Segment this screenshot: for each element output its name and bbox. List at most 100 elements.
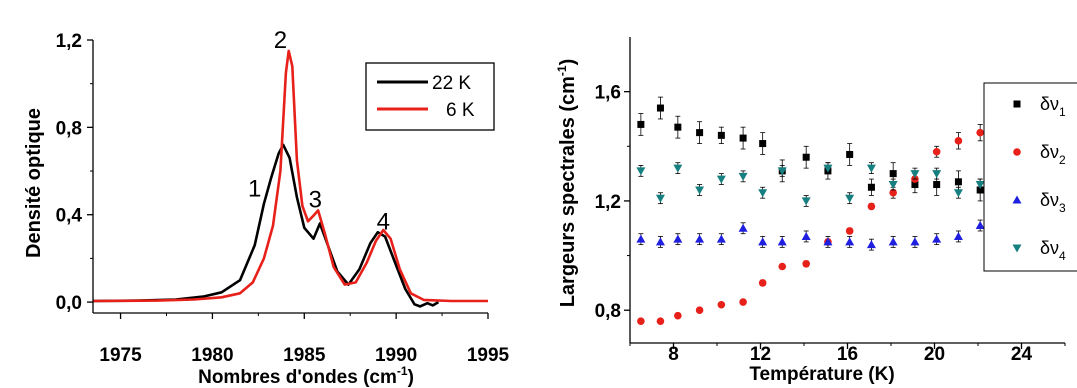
spectrum-x-tick-label: 1985 [283, 345, 326, 366]
data-point-dnu2 [889, 188, 897, 197]
data-point-dnu4 [758, 189, 768, 198]
peak-label-1: 1 [248, 176, 261, 203]
data-point-dnu4 [866, 164, 876, 173]
data-point-dnu2 [637, 317, 645, 325]
legend-label-dnu2: δν2 [1040, 142, 1066, 167]
data-point-dnu2 [695, 306, 704, 315]
data-point-dnu4 [823, 164, 833, 173]
spectrum-x-tick-label: 1995 [467, 345, 510, 366]
spectrum-chart: 1975 1980 1985 1990 1995 0,0 0,4 0,8 1,2 22 K 6 … [23, 27, 510, 388]
data-point-dnu1 [674, 123, 682, 131]
peak-label-3: 3 [309, 186, 322, 213]
data-point-dnu2 [739, 298, 747, 306]
data-point-dnu3 [910, 237, 920, 246]
linewidth-y-axis-label: Largeurs spectrales (cm-1) [555, 59, 579, 308]
data-point-dnu3 [716, 234, 726, 243]
legend-label-subscript: 3 [1059, 201, 1066, 215]
data-point-dnu2 [867, 202, 876, 211]
legend-marker-dnu1 [1013, 100, 1021, 108]
data-point-dnu4 [716, 175, 726, 184]
series-dnu3 [636, 219, 985, 251]
data-point-dnu2 [656, 317, 665, 325]
legend-label-symbol: δν [1040, 94, 1059, 114]
spectrum-legend: 22 K 6 K [365, 62, 495, 131]
series-dnu4 [636, 162, 985, 207]
spectrum-x-tick-label: 1990 [375, 345, 417, 366]
data-point-dnu1 [846, 150, 854, 158]
spectrum-line-6k [92, 49, 488, 303]
linewidth-y-tick-label: 1,2 [595, 192, 621, 213]
data-point-dnu4 [801, 197, 811, 206]
data-point-dnu4 [845, 194, 855, 203]
data-point-dnu2 [954, 137, 963, 145]
data-point-dnu3 [953, 231, 963, 240]
data-point-dnu2 [778, 262, 787, 271]
data-point-dnu2 [802, 259, 810, 268]
legend-marker-dnu3 [1012, 195, 1022, 204]
data-point-dnu1 [889, 170, 897, 178]
spectrum-x-axis-label: Nombres d'ondes (cm-1) [198, 364, 414, 388]
data-point-dnu2 [758, 279, 767, 287]
data-point-dnu3 [888, 237, 898, 246]
data-point-dnu3 [845, 237, 855, 246]
data-point-dnu4 [888, 181, 898, 190]
data-point-dnu1 [637, 120, 645, 128]
legend-box [983, 82, 1077, 272]
legend-label-symbol: δν [1040, 238, 1059, 258]
data-point-dnu4 [932, 170, 942, 179]
legend-label-subscript: 2 [1059, 153, 1066, 167]
series-dnu1 [637, 96, 984, 202]
data-point-dnu2 [845, 227, 854, 235]
spectrum-y-axis-label: Densité optique [23, 108, 45, 258]
legend-label-dnu4: δν4 [1040, 238, 1066, 263]
data-point-dnu3 [975, 221, 985, 230]
spectrum-y-tick-label: 1,2 [56, 31, 82, 52]
legend-label-dnu1: δν1 [1040, 94, 1066, 119]
data-point-dnu3 [636, 234, 646, 243]
data-point-dnu2 [976, 128, 984, 137]
data-point-dnu4 [673, 164, 683, 173]
data-point-dnu1 [954, 178, 962, 186]
data-point-dnu4 [636, 167, 646, 176]
data-point-dnu3 [866, 240, 876, 249]
data-point-dnu4 [695, 186, 705, 195]
data-point-dnu1 [696, 129, 704, 137]
data-point-dnu3 [758, 237, 768, 246]
data-point-dnu3 [932, 234, 942, 243]
data-point-dnu3 [695, 234, 705, 243]
data-point-dnu2 [932, 147, 941, 156]
legend-label-symbol: δν [1040, 142, 1059, 162]
data-point-dnu1 [802, 153, 810, 161]
series-dnu2 [637, 124, 984, 325]
spectrum-line-22k [92, 143, 440, 308]
legend-label-dnu3: δν3 [1040, 190, 1066, 215]
legend-label-6k: 6 K [446, 100, 475, 121]
peak-label-2: 2 [274, 27, 287, 54]
peak-label-4: 4 [377, 208, 390, 235]
data-point-dnu4 [655, 194, 665, 203]
legend-marker-dnu2 [1013, 148, 1021, 156]
data-point-dnu4 [738, 172, 748, 181]
spectrum-y-tick-label: 0,8 [56, 118, 82, 139]
legend-label-22k: 22 K [432, 73, 471, 94]
data-point-dnu1 [739, 134, 747, 142]
data-point-dnu3 [801, 231, 811, 240]
linewidth-x-tick-label: 24 [1011, 344, 1033, 365]
data-point-dnu1 [759, 140, 767, 148]
spectrum-y-tick-label: 0,4 [56, 206, 83, 227]
linewidth-x-tick-label: 8 [668, 344, 679, 365]
data-point-dnu3 [673, 234, 683, 243]
linewidth-y-tick-label: 0,8 [595, 301, 621, 322]
data-point-dnu2 [717, 300, 726, 309]
linewidth-y-tick-label: 1,6 [595, 83, 621, 104]
data-point-dnu3 [655, 237, 665, 246]
spectrum-x-tick-label: 1975 [99, 345, 142, 366]
data-point-dnu1 [867, 183, 875, 191]
legend-box [365, 62, 495, 131]
legend-label-symbol: δν [1040, 190, 1059, 210]
data-point-dnu1 [656, 104, 664, 112]
linewidth-x-axis-label: Température (K) [749, 364, 894, 385]
data-point-dnu3 [738, 223, 748, 232]
